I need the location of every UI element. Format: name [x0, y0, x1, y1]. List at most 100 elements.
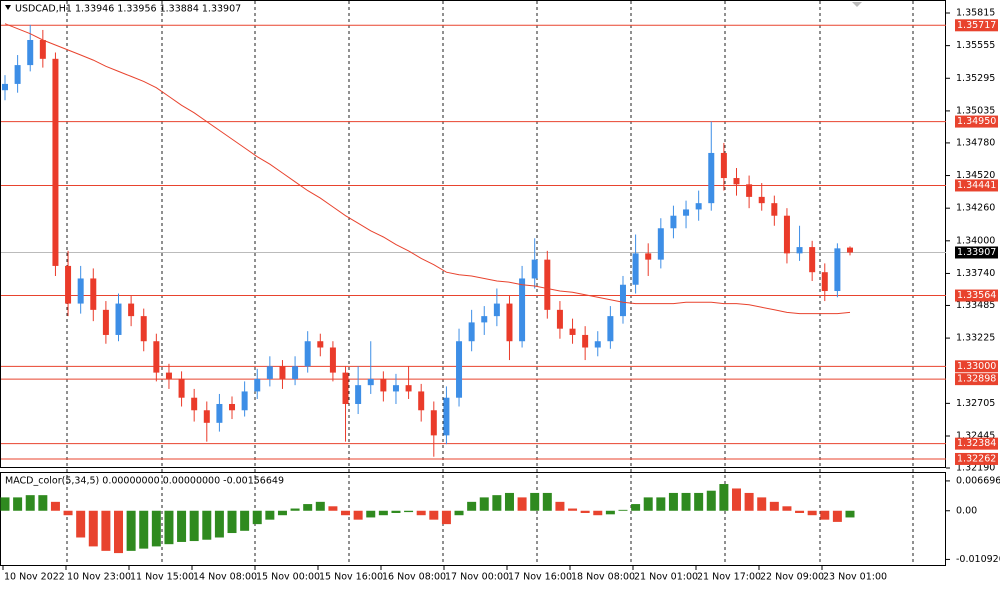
- macd-bar: [101, 510, 111, 551]
- candle-body: [90, 278, 97, 310]
- moving-average: [4, 23, 851, 315]
- candle-body: [733, 178, 740, 185]
- macd-bar: [530, 492, 540, 511]
- candle-body: [468, 322, 475, 342]
- candle-body: [304, 341, 311, 367]
- candle-body: [720, 152, 727, 179]
- macd-bar: [795, 510, 805, 513]
- candle-body: [254, 378, 261, 392]
- macd-bar: [454, 510, 464, 516]
- candle-body: [153, 341, 160, 373]
- candle-body: [683, 209, 690, 216]
- current-price-label: 1.33907: [957, 247, 996, 258]
- macd-bar: [214, 510, 224, 538]
- candle-body: [140, 316, 147, 342]
- macd-bar: [252, 510, 262, 525]
- candle-body: [77, 278, 84, 304]
- macd-bar: [25, 495, 35, 511]
- macd-bar: [391, 510, 401, 513]
- candle-body: [847, 247, 853, 253]
- candle-body: [645, 253, 652, 260]
- candle-body: [544, 259, 551, 310]
- candle-body: [430, 410, 437, 436]
- macd-bar: [126, 510, 136, 551]
- macd-bar: [404, 510, 414, 513]
- level-label: 1.32898: [957, 374, 996, 385]
- y-tick-label: 1.34260: [956, 203, 995, 214]
- level-label: 1.32262: [957, 453, 996, 464]
- y-tick-label: 1.34000: [956, 235, 995, 246]
- candle-body: [708, 152, 715, 204]
- macd-bar: [656, 497, 666, 511]
- collapse-arrow[interactable]: [852, 2, 862, 7]
- x-tick-label: 18 Nov 08:00: [571, 572, 635, 583]
- candle-body: [266, 366, 273, 379]
- macd-bar: [416, 510, 426, 516]
- macd-bar: [467, 501, 477, 511]
- candle-body: [556, 309, 563, 329]
- candle-body: [27, 39, 34, 66]
- candle-body: [380, 378, 387, 392]
- level-label: 1.34950: [957, 116, 996, 127]
- macd-bar: [807, 510, 817, 516]
- level-label-bg: [955, 289, 998, 302]
- x-tick-label: 11 Nov 15:00: [130, 572, 194, 583]
- candle-body: [783, 215, 790, 254]
- macd-bar: [492, 495, 502, 511]
- y-tick-label: 1.32445: [956, 430, 995, 441]
- candle-body: [128, 303, 135, 317]
- macd-bar: [429, 510, 439, 520]
- macd-bar: [277, 510, 287, 516]
- candle-body: [52, 58, 59, 266]
- macd-bar: [202, 510, 212, 540]
- menu-arrow[interactable]: [5, 5, 11, 10]
- candle-body: [632, 253, 639, 285]
- macd-bar: [832, 510, 842, 522]
- symbol-header: USDCAD,H1 1.33946 1.33956 1.33884 1.3390…: [15, 4, 241, 15]
- level-label: 1.34441: [957, 180, 996, 191]
- macd-bar: [63, 510, 73, 516]
- macd-bar: [542, 492, 552, 511]
- candle-body: [619, 284, 626, 317]
- macd-bar: [139, 510, 149, 549]
- macd-bar: [88, 510, 98, 547]
- candle-body: [14, 65, 21, 84]
- candle-body: [191, 397, 198, 411]
- macd-tick-label: 0.0066968: [956, 475, 1000, 486]
- level-label-bg: [955, 360, 998, 373]
- macd-bar: [303, 504, 313, 511]
- macd-bar: [568, 508, 578, 511]
- candle-body: [102, 309, 109, 335]
- macd-bar: [114, 510, 124, 554]
- macd-bar: [151, 510, 161, 547]
- macd-bar: [0, 497, 10, 511]
- macd-bar: [769, 501, 779, 511]
- macd-bar: [820, 510, 830, 520]
- x-tick-label: 15 Nov 16:00: [319, 572, 383, 583]
- candle-body: [279, 366, 286, 379]
- x-tick-label: 16 Nov 08:00: [382, 572, 446, 583]
- level-label: 1.32384: [957, 438, 996, 449]
- macd-bar: [240, 510, 250, 531]
- macd-bar: [290, 508, 300, 511]
- candle-body: [342, 372, 349, 404]
- macd-bar: [731, 488, 741, 511]
- macd-bar: [378, 510, 388, 516]
- macd-bar: [668, 492, 678, 511]
- main-pane: [0, 0, 946, 468]
- candle-body: [292, 366, 299, 379]
- candle-body: [746, 184, 753, 197]
- y-tick-label: 1.35815: [956, 8, 995, 19]
- candle-body: [670, 215, 677, 229]
- candle-body: [493, 303, 500, 317]
- macd-bar: [265, 510, 275, 520]
- macd-bar: [517, 497, 527, 511]
- macd-bar: [555, 501, 565, 511]
- candle-body: [506, 303, 513, 342]
- x-tick-label: 21 Nov 17:00: [697, 572, 761, 583]
- y-tick-label: 1.33485: [956, 300, 995, 311]
- level-label-bg: [955, 115, 998, 128]
- x-tick-label: 14 Nov 08:00: [193, 572, 257, 583]
- macd-bar: [719, 484, 729, 511]
